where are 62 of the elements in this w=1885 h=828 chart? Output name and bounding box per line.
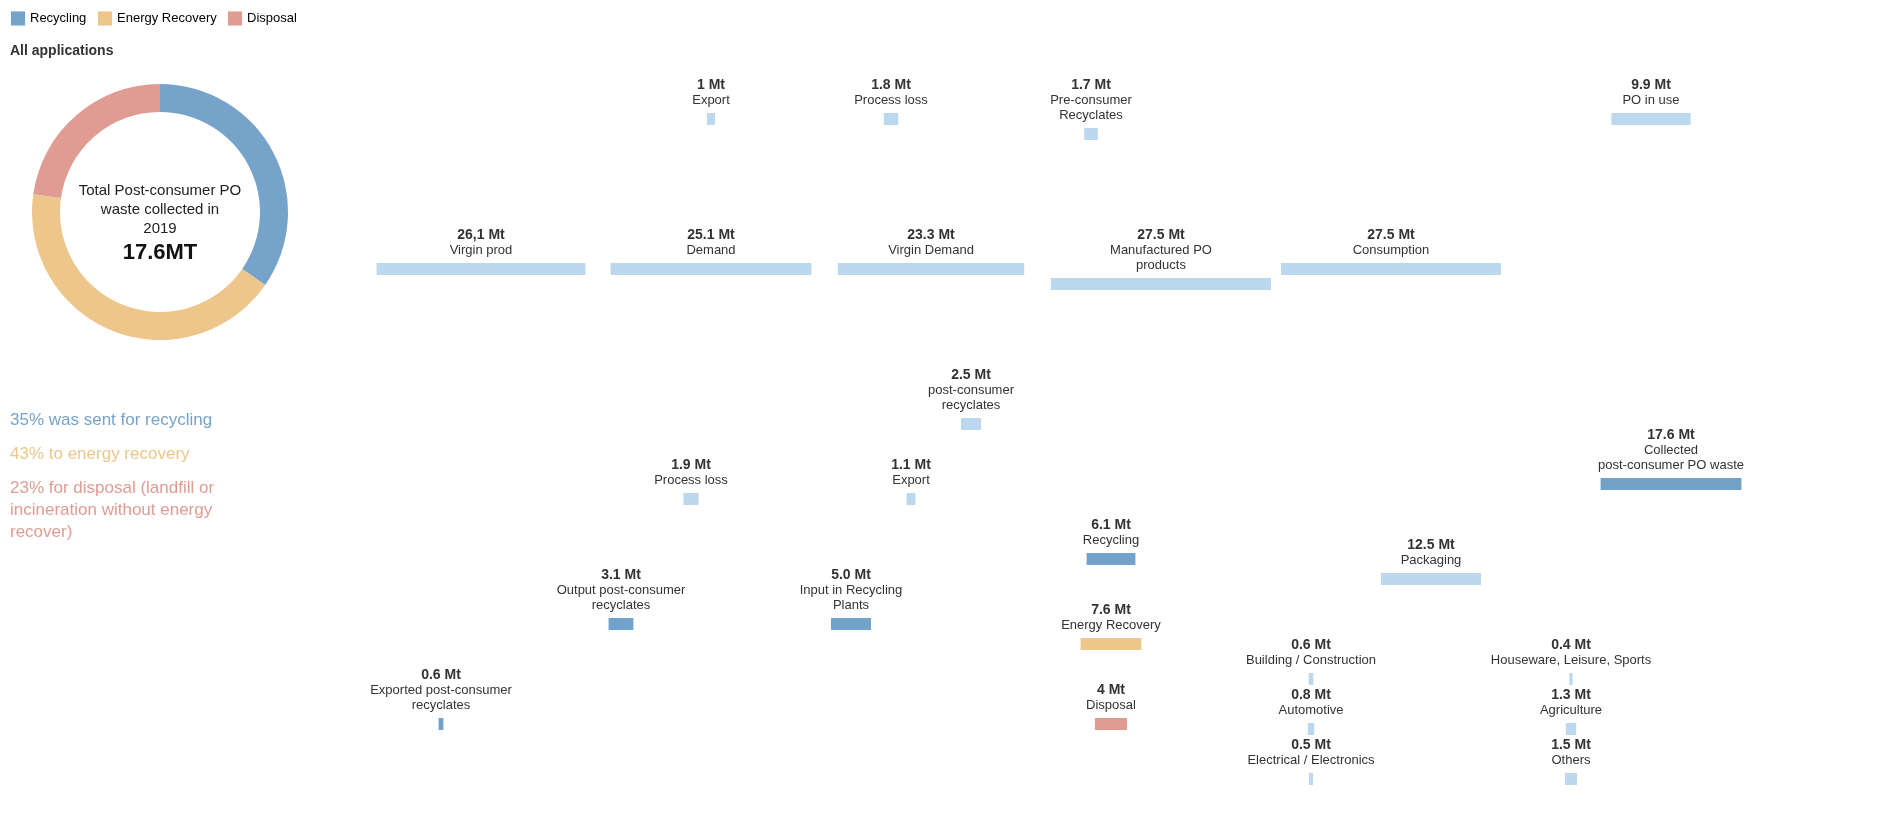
data-label: 0.4 Mt <box>1551 636 1592 652</box>
category-label: Automotive <box>1278 702 1344 717</box>
text: Total Post-consumer PO waste collected in 2019 <box>78 181 242 236</box>
data-label: 3.1 Mt <box>601 566 642 582</box>
data-label: 26,1 Mt <box>457 226 506 242</box>
category-label: Recycling <box>1082 532 1140 547</box>
data-label: 25.1 Mt <box>687 226 736 242</box>
category-label: Collected post-consumer PO waste <box>1598 442 1744 472</box>
data-label: 6.1 Mt <box>1091 516 1132 532</box>
data-label: 0.5 Mt <box>1291 736 1332 752</box>
category-label: Electrical / Electronics <box>1247 752 1376 767</box>
category-label: Process loss <box>654 472 729 487</box>
category-label: Demand <box>686 242 736 257</box>
donut-slice <box>32 194 266 340</box>
text: 35% was sent for recycling <box>10 410 213 429</box>
data-label: 23.3 Mt <box>907 226 956 242</box>
category-label: Input in Recycling Plants <box>799 582 903 612</box>
data-label: 27.5 Mt <box>1137 226 1186 242</box>
category-label: Exported post-consumer recyclates <box>370 682 513 712</box>
data-label: 2.5 Mt <box>951 366 992 382</box>
data-label: 1.1 Mt <box>891 456 932 472</box>
data-label: 17.6 Mt <box>1647 426 1696 442</box>
data-label: 5.0 Mt <box>831 566 872 582</box>
data-label: 4 Mt <box>1097 681 1126 697</box>
category-label: Process loss <box>854 92 929 107</box>
text: 23% for disposal (landfill or incineration without energy recover) <box>10 478 215 541</box>
category-label: Building / Construction <box>1245 652 1377 667</box>
data-label: 7.6 Mt <box>1091 601 1132 617</box>
data-label: 1.9 Mt <box>671 456 712 472</box>
category-label: Disposal <box>1086 697 1137 712</box>
category-label: Export <box>692 92 731 107</box>
category-label: Pre-consumer Recyclates <box>1050 92 1133 122</box>
data-label: 1.8 Mt <box>871 76 912 92</box>
category-label: Others <box>1551 752 1591 767</box>
category-label: Energy Recovery <box>1061 617 1162 632</box>
text: 17.6MT <box>122 239 198 264</box>
legend-label: Energy Recovery <box>117 10 218 26</box>
text: 43% to energy recovery <box>10 444 191 463</box>
category-label: Virgin prod <box>449 242 513 257</box>
data-label: 1 Mt <box>697 76 726 92</box>
category-label: Export <box>892 472 931 487</box>
category-label: Virgin Demand <box>888 242 974 257</box>
category-label: Houseware, Leisure, Sports <box>1490 652 1652 667</box>
data-label: 12.5 Mt <box>1407 536 1456 552</box>
category-label: PO in use <box>1622 92 1680 107</box>
category-label: Output post-consumer recyclates <box>556 582 686 612</box>
data-label: 0.6 Mt <box>1291 636 1332 652</box>
data-label: 1.5 Mt <box>1551 736 1592 752</box>
legend-label: Recycling <box>30 10 87 26</box>
data-label: 0.8 Mt <box>1291 686 1332 702</box>
category-label: Packaging <box>1400 552 1462 567</box>
category-label: Consumption <box>1352 242 1430 257</box>
category-label: Manufactured PO products <box>1110 242 1212 272</box>
data-label: 1.7 Mt <box>1071 76 1112 92</box>
data-label: 9.9 Mt <box>1631 76 1672 92</box>
text: All applications <box>10 42 114 58</box>
data-label: 27.5 Mt <box>1367 226 1416 242</box>
category-label: post-consumer recyclates <box>928 382 1015 412</box>
category-label: Agriculture <box>1539 702 1603 717</box>
data-label: 0.6 Mt <box>421 666 462 682</box>
data-label: 1.3 Mt <box>1551 686 1592 702</box>
legend-label: Disposal <box>247 10 297 26</box>
